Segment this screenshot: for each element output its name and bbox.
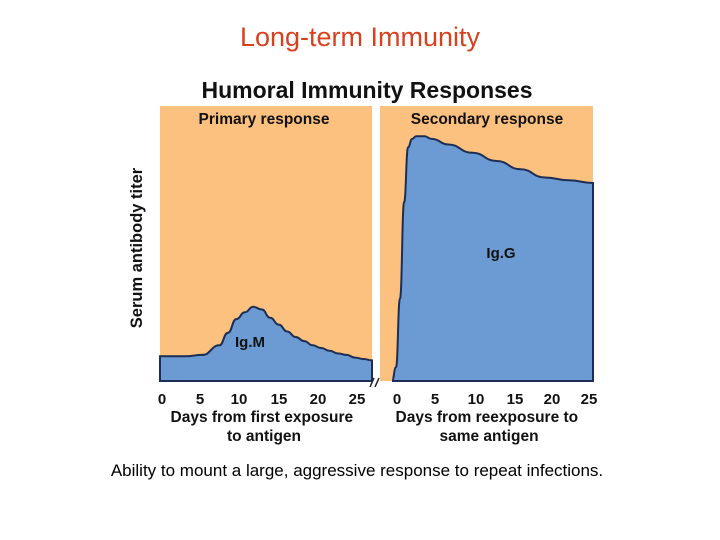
primary-x-tick: 0 xyxy=(158,391,166,408)
primary-x-tick: 20 xyxy=(310,391,327,408)
secondary-x-tick: 25 xyxy=(581,391,598,408)
secondary-x-tick: 15 xyxy=(507,391,524,408)
igm-label: Ig.M xyxy=(235,334,265,351)
axis-break-mark xyxy=(374,377,380,388)
slide-title: Long-term Immunity xyxy=(239,22,481,52)
primary-response-area xyxy=(159,305,373,382)
primary-x-label-line2: to antigen xyxy=(227,428,301,445)
panel-primary: Primary response Ig.M 0 5 10 15 20 25 Da… xyxy=(158,106,373,445)
primary-x-label: Days from first exposure to antigen xyxy=(171,409,358,445)
secondary-x-tick: 0 xyxy=(393,391,401,408)
igg-label: Ig.G xyxy=(486,245,515,262)
primary-x-tick: 15 xyxy=(271,391,288,408)
panel-secondary: Secondary response Ig.G 0 5 10 15 20 25 … xyxy=(380,106,597,445)
secondary-x-ticks: 0 5 10 15 20 25 xyxy=(393,391,598,408)
primary-response-label: Primary response xyxy=(199,111,330,128)
secondary-x-tick: 5 xyxy=(431,391,439,408)
chart-title: Humoral Immunity Responses xyxy=(201,77,532,103)
y-axis-label: Serum antibody titer xyxy=(128,167,146,328)
primary-x-tick: 10 xyxy=(231,391,248,408)
primary-x-label-line1: Days from first exposure xyxy=(171,409,354,426)
secondary-x-label: Days from reexposure to same antigen xyxy=(396,409,583,445)
secondary-response-label: Secondary response xyxy=(411,111,564,128)
secondary-x-label-line1: Days from reexposure to xyxy=(396,409,579,426)
primary-x-ticks: 0 5 10 15 20 25 xyxy=(158,391,366,408)
primary-x-tick: 25 xyxy=(349,391,366,408)
axis-break-mark xyxy=(369,377,375,388)
secondary-x-tick: 20 xyxy=(544,391,561,408)
primary-x-tick: 5 xyxy=(196,391,204,408)
secondary-response-area xyxy=(391,135,594,382)
secondary-x-tick: 10 xyxy=(468,391,485,408)
axis-break-marks xyxy=(369,377,380,388)
secondary-x-label-line2: same antigen xyxy=(439,428,538,445)
slide-caption: Ability to mount a large, aggressive res… xyxy=(110,461,604,480)
